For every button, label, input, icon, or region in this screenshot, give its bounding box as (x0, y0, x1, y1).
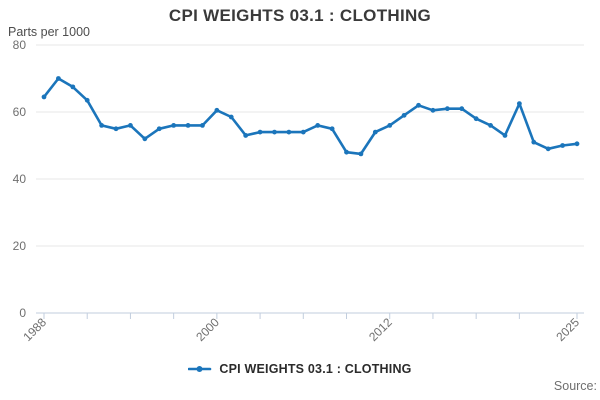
data-point-marker (70, 84, 76, 90)
data-point-marker (444, 106, 450, 112)
data-point-marker (286, 129, 292, 135)
legend-label: CPI WEIGHTS 03.1 : CLOTHING (219, 362, 412, 376)
data-point-marker (358, 151, 364, 157)
data-point-marker (200, 123, 205, 128)
data-point-marker (257, 129, 263, 135)
y-tick-label: 40 (13, 172, 27, 186)
data-point-marker (329, 126, 335, 132)
data-point-marker (113, 126, 119, 132)
data-point-marker (459, 106, 465, 112)
data-point-marker (531, 139, 537, 145)
data-point-marker (272, 129, 277, 135)
data-point-marker (84, 97, 90, 103)
legend-dot (196, 366, 203, 372)
data-point-marker (372, 129, 378, 135)
y-tick-label: 0 (19, 306, 26, 320)
data-point-marker (315, 123, 321, 128)
x-tick-label: 2000 (193, 315, 222, 344)
chart-title: CPI WEIGHTS 03.1 : CLOTHING (168, 6, 432, 25)
legend: CPI WEIGHTS 03.1 : CLOTHING (0, 362, 600, 376)
data-series-line (42, 77, 579, 156)
y-tick-label: 80 (13, 38, 27, 52)
data-point-marker (142, 136, 148, 142)
data-point-marker (344, 149, 349, 155)
x-tick-label: 2025 (553, 315, 582, 344)
data-point-marker (473, 116, 479, 122)
data-point-marker (574, 141, 580, 147)
data-point-marker (502, 133, 508, 138)
data-point-marker (214, 107, 220, 113)
data-point-marker (401, 112, 407, 118)
data-point-marker (545, 146, 551, 152)
data-point-marker (387, 123, 393, 128)
data-point-marker (243, 133, 249, 138)
source-label: Source: (553, 379, 597, 393)
y-axis-unit-label: Parts per 1000 (8, 25, 90, 39)
data-point-marker (171, 123, 177, 128)
data-point-marker (560, 143, 565, 148)
data-point-marker (228, 114, 234, 120)
data-point-marker (516, 101, 522, 107)
x-tick-label: 2012 (366, 315, 395, 344)
data-point-marker (300, 129, 306, 135)
data-point-marker (488, 123, 493, 128)
data-point-marker (56, 76, 61, 81)
y-tick-label: 20 (13, 239, 27, 253)
data-point-marker (430, 107, 436, 113)
data-point-marker (99, 123, 105, 128)
data-point-marker (185, 123, 191, 128)
legend-line-marker-icon (188, 366, 212, 372)
data-point-marker (156, 126, 162, 132)
y-tick-label: 60 (13, 105, 27, 119)
data-point-marker (41, 94, 47, 100)
data-point-marker (416, 102, 421, 108)
data-point-marker (128, 123, 133, 128)
